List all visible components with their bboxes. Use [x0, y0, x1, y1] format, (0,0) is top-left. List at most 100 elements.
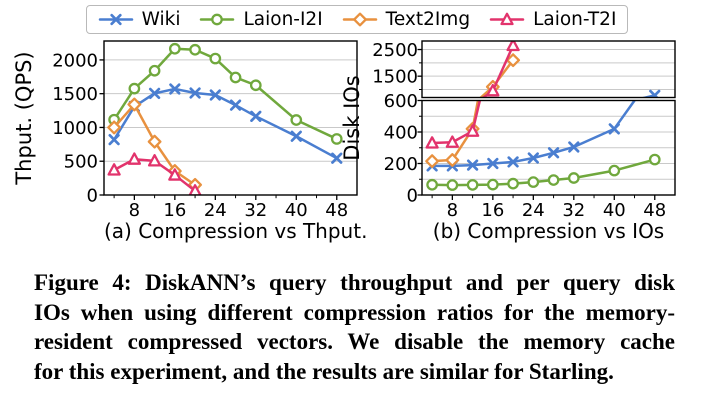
chart-a-canvas: 0 500 1000 1500 2000 8 16 24 32 40 48 Thput. (QPS) [12, 40, 358, 221]
subcaption-b: (b) Compression vs IOs [432, 219, 665, 243]
legend-row: Wiki Laion-I2I Text2Img Laion-T2I [0, 5, 714, 34]
x-marker-icon [509, 106, 518, 115]
circle-marker-icon [549, 109, 558, 118]
text2img-line-marker-icon [342, 10, 378, 29]
y-axis-ticks: 0 200 400 600 [384, 91, 422, 207]
circle-marker-icon [508, 110, 517, 119]
triangle-marker-icon [147, 154, 162, 167]
wiki-line-marker-icon [98, 10, 134, 29]
x-tick-label: 48 [325, 200, 348, 221]
circle-marker-icon [650, 105, 659, 114]
triangle-marker-icon [486, 83, 500, 97]
circle-marker-icon [128, 82, 141, 95]
y-tick-label: 1500 [372, 67, 418, 88]
diamond-marker-icon [352, 12, 367, 27]
triangle-marker-icon [425, 136, 439, 149]
series-layer [425, 68, 661, 191]
x-marker-icon [229, 99, 242, 111]
x-marker-icon [108, 133, 120, 146]
x-tick-label: 40 [285, 200, 308, 221]
circle-marker-icon [547, 174, 560, 186]
legend-label-wiki: Wiki [141, 9, 181, 30]
figure-caption: Figure 4: DiskANN’s query throughput and… [34, 268, 675, 386]
y-tick-label: 0 [87, 186, 98, 207]
x-tick-label: 16 [163, 200, 186, 221]
y-tick-label: 2500 [372, 40, 418, 61]
diamond-marker-icon [147, 134, 162, 149]
text2img-marker-glyph [342, 12, 377, 27]
circle-marker-icon [168, 42, 181, 55]
triangle-marker-icon [500, 12, 514, 26]
legend-label-laion-t2i: Laion-T2I [533, 9, 617, 30]
circle-marker-icon [427, 110, 436, 119]
circle-marker-icon [488, 110, 497, 119]
x-marker-icon [527, 152, 539, 164]
x-tick-label: 16 [481, 200, 504, 221]
series-layer [107, 42, 343, 196]
series-layer [427, 40, 661, 119]
x-marker-icon [448, 107, 457, 116]
legend-label-laion-i2i: Laion-I2I [243, 9, 323, 30]
x-marker-icon [250, 110, 262, 122]
laion-i2i-marker-glyph [200, 13, 235, 26]
circle-marker-icon [448, 110, 457, 119]
diamond-marker-icon [506, 53, 521, 68]
diamond-marker-icon [447, 104, 459, 116]
circle-marker-icon [466, 179, 479, 191]
triangle-marker-icon [168, 168, 182, 181]
x-marker-icon [507, 156, 519, 168]
circle-marker-icon [211, 13, 224, 26]
figure-caption-line-1: Figure 4: DiskANN’s query throughput and… [34, 270, 675, 295]
circle-marker-icon [249, 79, 262, 92]
circle-marker-icon [330, 133, 343, 145]
series-laion-i2i [426, 153, 661, 191]
x-tick-label: 32 [244, 200, 267, 221]
x-marker-icon [649, 89, 661, 98]
circle-marker-icon [610, 107, 619, 116]
circle-marker-icon [148, 64, 161, 77]
y-axis-ticks: 1500 2500 [372, 40, 422, 91]
series-laion-i2i [108, 42, 343, 145]
panel-spine [103, 40, 358, 196]
subcaption-a: (a) Compression vs Thput. [104, 219, 368, 243]
legend: Wiki Laion-I2I Text2Img Laion-T2I [85, 5, 629, 34]
x-marker-icon [290, 130, 302, 142]
triangle-marker-icon [447, 102, 458, 112]
series-laion-t2i [107, 152, 202, 196]
x-marker-icon [489, 107, 498, 116]
circle-marker-icon [209, 52, 222, 65]
diamond-marker-icon [425, 154, 440, 169]
triangle-marker-icon [427, 102, 438, 112]
legend-label-text2img: Text2Img [385, 9, 471, 30]
chart-b-canvas: 1500 2500 0 200 400 600 8 16 24 32 40 48 Disk IOs [340, 40, 676, 221]
circle-marker-icon [608, 164, 621, 177]
triangle-marker-icon [445, 135, 460, 148]
legend-item-wiki: Wiki [98, 9, 181, 30]
x-tick-label: 40 [603, 200, 626, 221]
x-marker-icon [650, 68, 659, 77]
x-marker-icon [109, 13, 122, 26]
y-tick-label: 2000 [52, 50, 98, 71]
diamond-marker-icon [107, 120, 122, 135]
x-marker-icon [209, 89, 221, 101]
laion-t2i-marker-glyph [489, 12, 525, 26]
diamond-marker-icon [127, 97, 142, 112]
y-tick-label: 400 [384, 123, 418, 144]
x-marker-icon [148, 87, 161, 99]
chart-b-panel-1: 0 200 400 600 [384, 68, 676, 207]
x-axis-ticks: 8 16 24 32 40 48 [431, 195, 666, 221]
x-tick-label: 8 [129, 200, 140, 221]
y-axis-label: Thput. (QPS) [12, 51, 36, 185]
x-marker-icon [428, 107, 437, 116]
y-tick-label: 500 [64, 152, 98, 173]
x-marker-icon [189, 87, 201, 99]
x-marker-icon [608, 123, 620, 135]
series-text2img [107, 97, 203, 192]
triangle-marker-icon [465, 124, 480, 137]
y-tick-label: 0 [407, 186, 418, 207]
circle-marker-icon [527, 176, 540, 188]
x-marker-icon [466, 159, 479, 171]
legend-item-text2img: Text2Img [342, 9, 470, 30]
x-tick-label: 24 [204, 200, 227, 221]
chart-a-panel-0: 0 500 1000 1500 2000 [52, 40, 358, 207]
